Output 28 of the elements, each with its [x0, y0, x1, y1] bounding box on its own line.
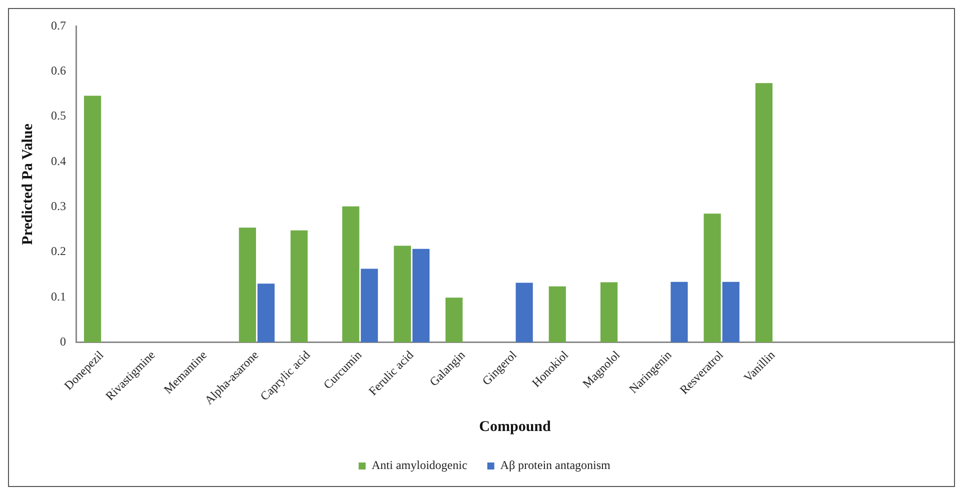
y-tick-label: 0.5	[51, 108, 66, 123]
bar	[446, 298, 463, 342]
legend-label: Aβ protein antagonism	[500, 458, 612, 472]
bar	[704, 214, 721, 342]
y-tick-label: 0.4	[51, 154, 66, 168]
y-tick-label: 0.3	[51, 199, 66, 214]
y-tick-label: 0.2	[51, 244, 66, 258]
bar	[516, 282, 533, 342]
y-axis-title: Predicted Pa Value	[20, 123, 36, 245]
y-tick-label: 0.6	[51, 64, 66, 78]
bar	[394, 246, 411, 342]
legend-label: Anti amyloidogenic	[372, 458, 468, 472]
bar	[238, 228, 256, 342]
bar	[670, 282, 688, 342]
bar	[722, 282, 740, 342]
bar	[360, 268, 378, 342]
y-tick-label: 0.7	[51, 18, 66, 32]
y-tick-label: 0.1	[51, 289, 66, 304]
y-tick-label: 0	[60, 334, 66, 348]
x-axis-title: Compound	[479, 418, 552, 435]
bar	[258, 284, 275, 342]
bar	[755, 83, 772, 342]
bar	[290, 230, 308, 342]
bar	[412, 248, 430, 342]
bar	[342, 206, 360, 342]
bar	[600, 282, 618, 342]
bar	[84, 96, 102, 342]
bar	[548, 286, 566, 342]
